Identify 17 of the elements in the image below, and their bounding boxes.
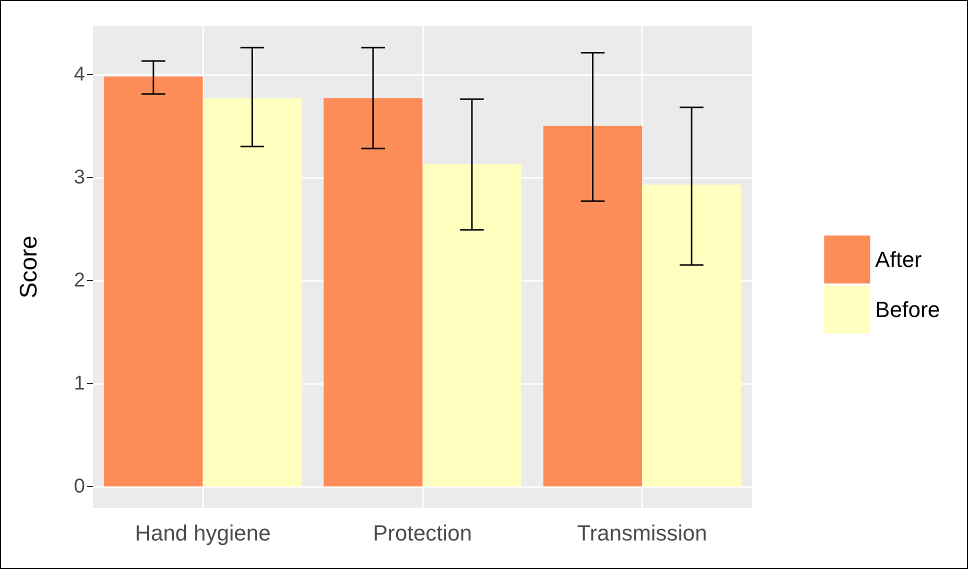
y-tick-label: 4 <box>74 63 85 86</box>
y-tick-label: 2 <box>74 269 85 292</box>
bar <box>104 76 203 486</box>
y-axis-title: Score <box>16 236 42 298</box>
y-tick-label: 3 <box>74 166 85 188</box>
bar <box>422 164 522 486</box>
bar <box>202 98 302 486</box>
legend-label: After <box>875 247 922 272</box>
y-tick-label: 1 <box>74 372 85 394</box>
bar <box>324 98 422 486</box>
x-tick-label: Protection <box>372 520 472 546</box>
bar <box>642 184 742 486</box>
y-tick-label: 0 <box>74 475 85 498</box>
x-tick-label: Transmission <box>577 520 708 546</box>
legend-label: Before <box>875 297 940 322</box>
x-tick-label: Hand hygiene <box>134 520 271 546</box>
bar <box>543 126 642 486</box>
